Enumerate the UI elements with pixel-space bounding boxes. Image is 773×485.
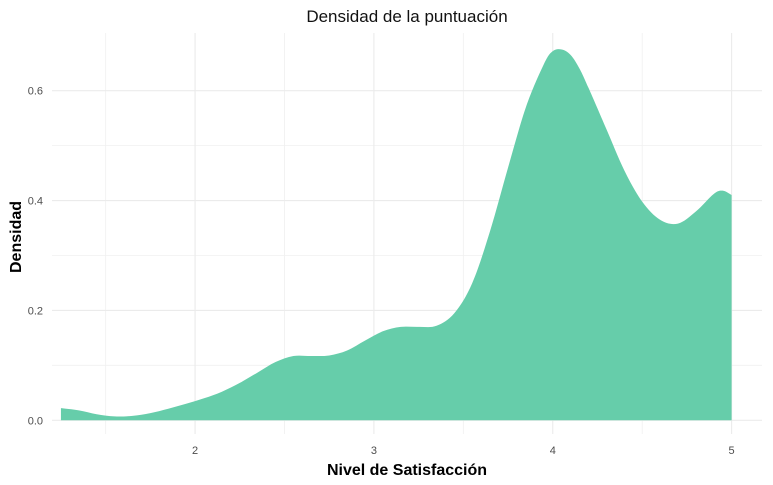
- y-tick-label: 0.6: [28, 86, 43, 98]
- x-tick-label: 4: [550, 445, 556, 457]
- density-area-layer: [60, 49, 732, 421]
- y-tick-label: 0.0: [28, 415, 43, 427]
- density-area: [60, 49, 732, 421]
- x-tick-label: 2: [192, 445, 198, 457]
- y-axis-title: Densidad: [8, 201, 25, 273]
- chart-title: Densidad de la puntuación: [306, 7, 507, 26]
- x-axis-title: Nivel de Satisfacción: [327, 462, 487, 479]
- x-tick-labels: 2 3 4 5: [192, 445, 735, 457]
- x-tick-label: 5: [729, 445, 735, 457]
- y-tick-label: 0.2: [28, 305, 43, 317]
- y-tick-labels: 0.0 0.2 0.4 0.6: [28, 86, 43, 428]
- x-tick-label: 3: [371, 445, 377, 457]
- y-tick-label: 0.4: [28, 196, 43, 208]
